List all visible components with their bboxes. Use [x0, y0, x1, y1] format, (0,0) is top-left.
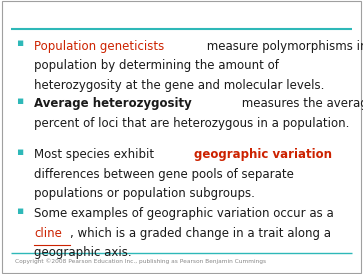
Text: cline: cline — [34, 227, 62, 239]
Text: population by determining the amount of: population by determining the amount of — [34, 59, 280, 72]
Text: Population geneticists: Population geneticists — [34, 40, 165, 53]
Text: Copyright ©2008 Pearson Education Inc., publishing as Pearson Benjamin Cummings: Copyright ©2008 Pearson Education Inc., … — [15, 258, 266, 264]
Text: heterozygosity at the gene and molecular levels.: heterozygosity at the gene and molecular… — [34, 79, 325, 92]
Text: Some examples of geographic variation occur as a: Some examples of geographic variation oc… — [34, 207, 334, 220]
Text: geographic axis.: geographic axis. — [34, 246, 132, 259]
Text: Average heterozygosity: Average heterozygosity — [34, 97, 192, 110]
Text: Most species exhibit: Most species exhibit — [34, 148, 158, 161]
Text: measures the average: measures the average — [238, 97, 363, 110]
Text: , which is a graded change in a trait along a: , which is a graded change in a trait al… — [70, 227, 331, 239]
Text: differences between gene pools of separate: differences between gene pools of separa… — [34, 168, 294, 181]
Text: percent of loci that are heterozygous in a population.: percent of loci that are heterozygous in… — [34, 117, 350, 130]
Text: ▪: ▪ — [16, 147, 24, 156]
Text: ▪: ▪ — [16, 96, 24, 106]
Text: populations or population subgroups.: populations or population subgroups. — [34, 187, 255, 200]
Text: geographic variation: geographic variation — [194, 148, 332, 161]
Text: measure polymorphisms in a: measure polymorphisms in a — [203, 40, 363, 53]
Text: ▪: ▪ — [16, 206, 24, 215]
Text: ▪: ▪ — [16, 38, 24, 48]
